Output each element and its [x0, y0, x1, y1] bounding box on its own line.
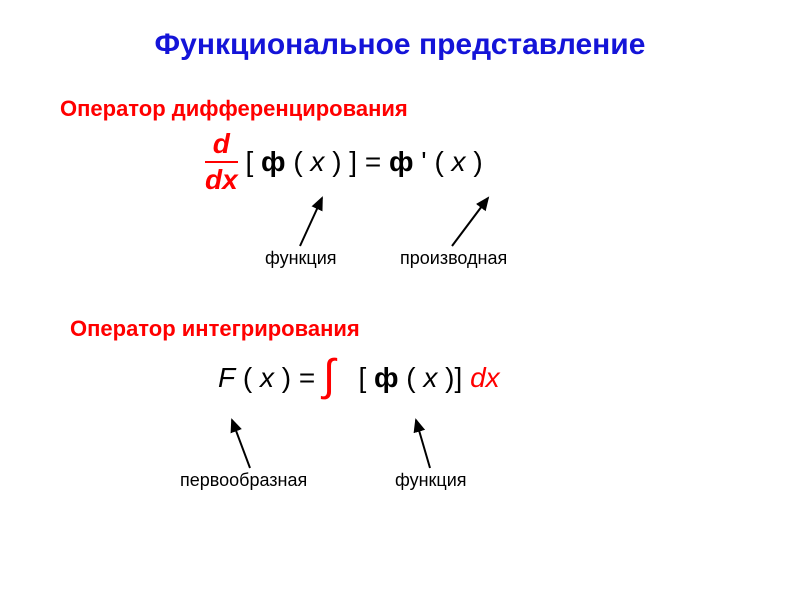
int-arrow-2 [0, 0, 800, 600]
int-arrow-2-line [416, 420, 430, 468]
